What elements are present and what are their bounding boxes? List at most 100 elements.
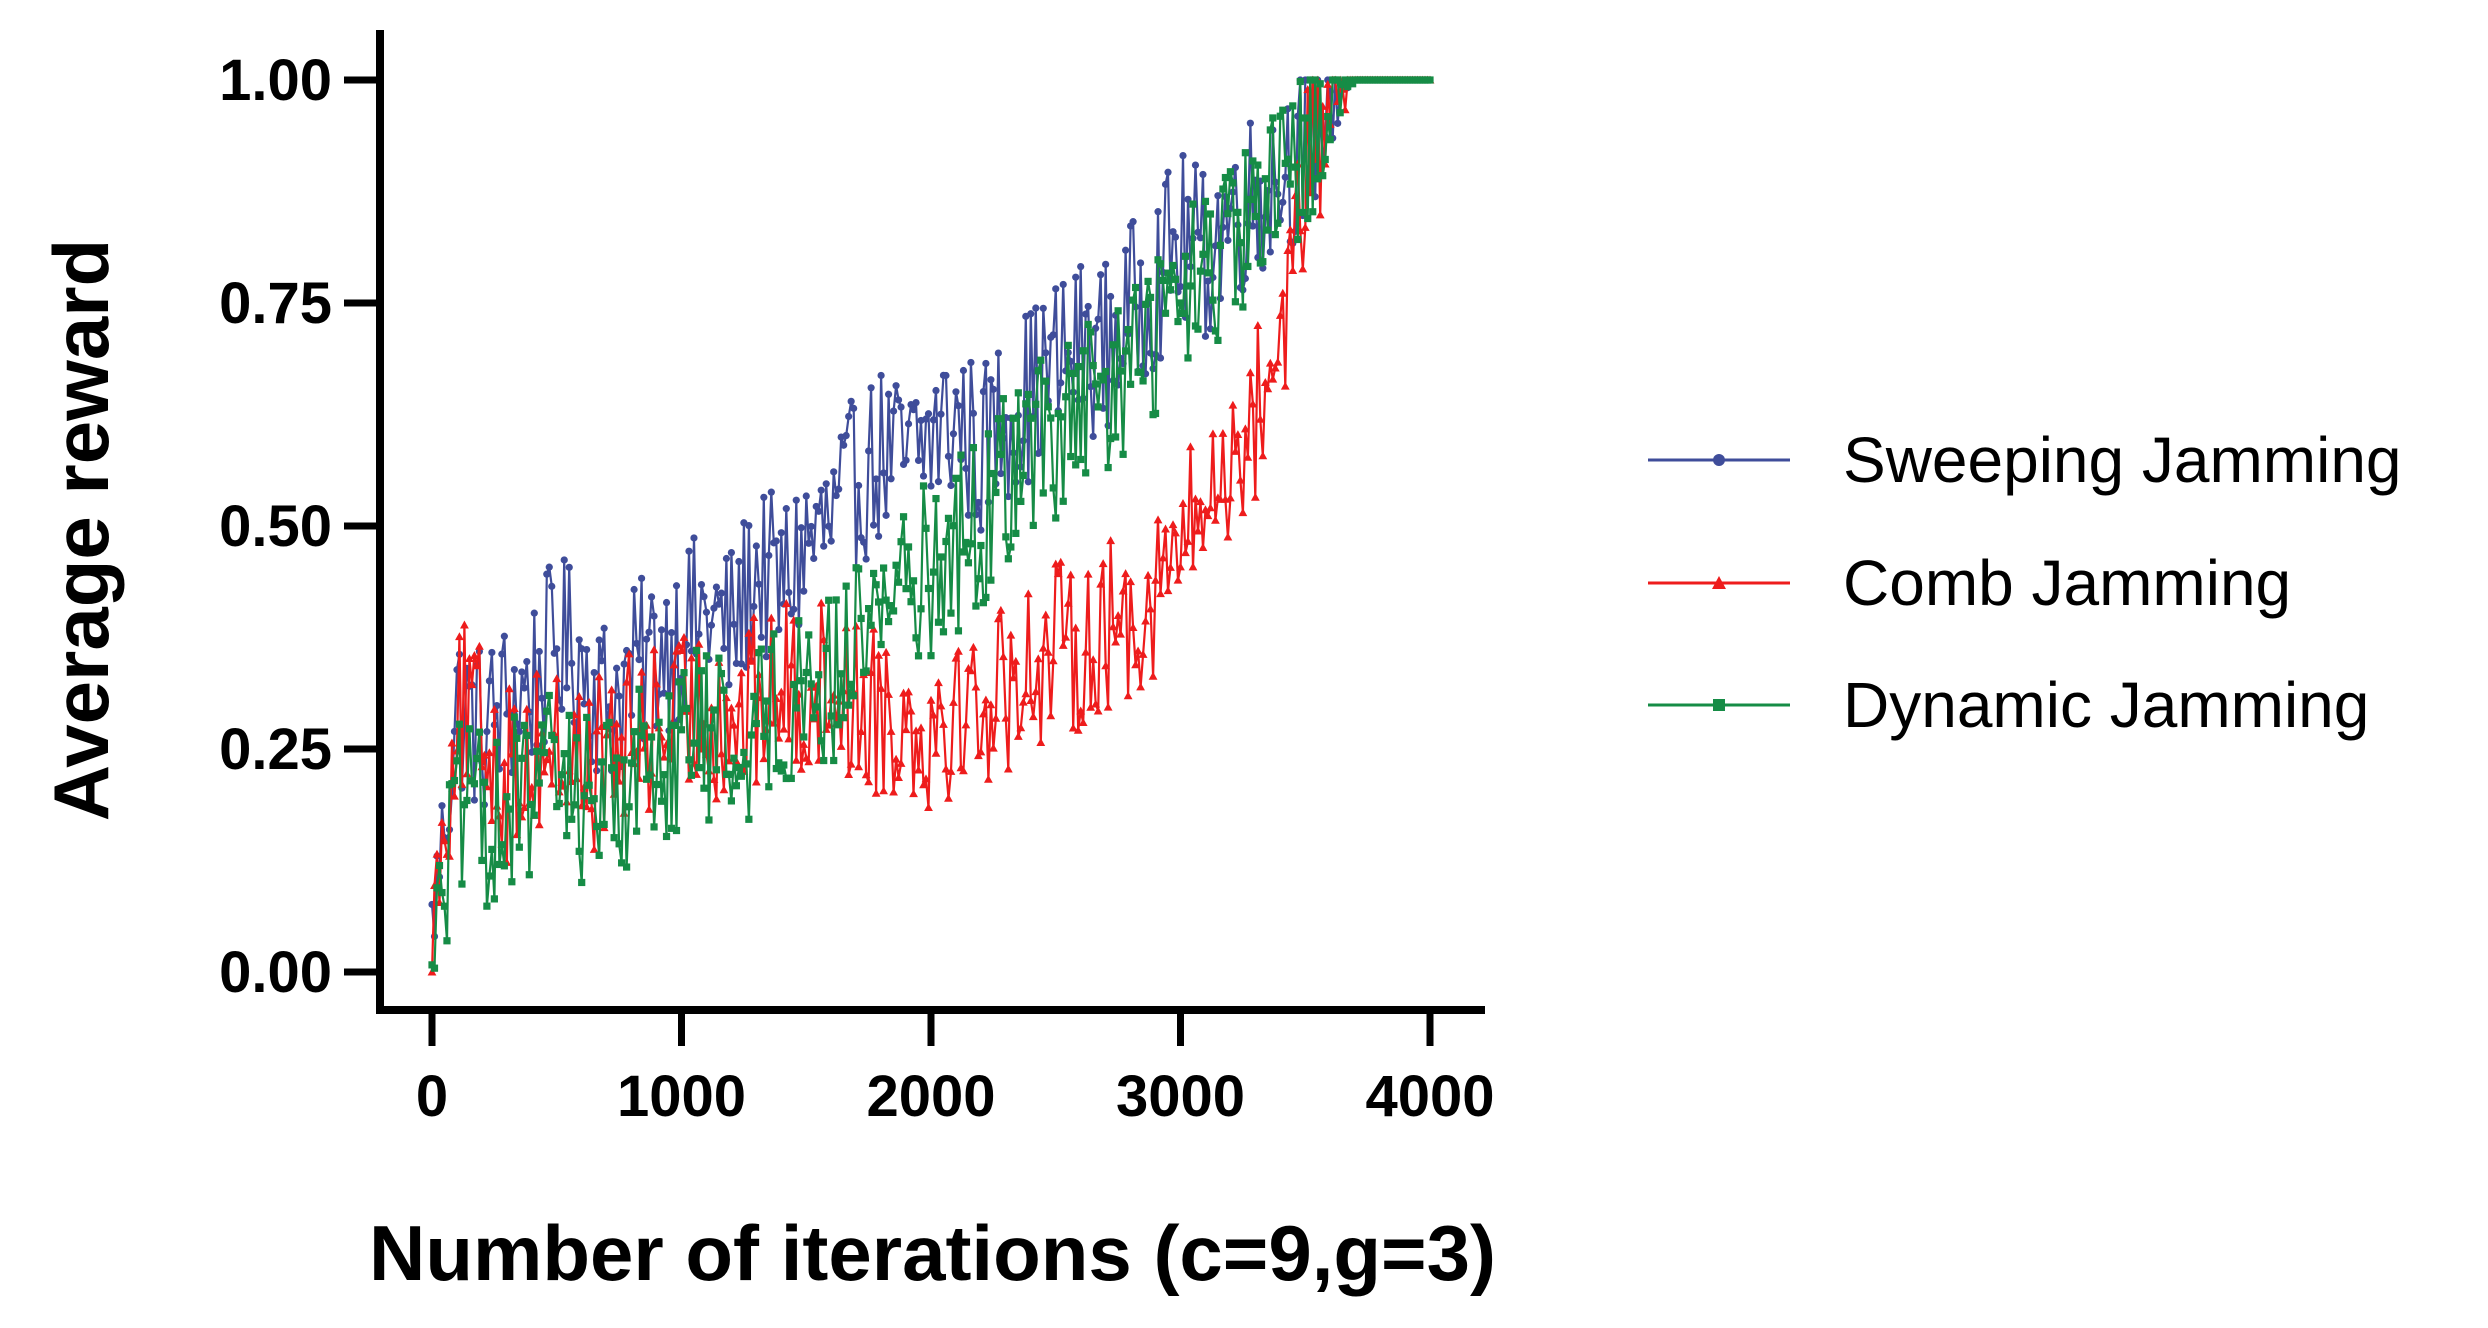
- data-point: [1309, 208, 1317, 216]
- data-point: [1046, 711, 1056, 720]
- data-point: [1133, 646, 1143, 655]
- data-point: [887, 602, 895, 610]
- data-point: [440, 902, 449, 910]
- data-point: [904, 543, 913, 551]
- data-point: [493, 738, 501, 746]
- data-point: [1094, 403, 1102, 411]
- data-point: [1094, 315, 1102, 323]
- data-point: [983, 774, 993, 783]
- data-point: [685, 547, 693, 555]
- data-point: [786, 660, 796, 669]
- data-point: [1334, 119, 1342, 127]
- y-axis-title: Average reward: [37, 239, 125, 821]
- data-point: [830, 756, 838, 765]
- data-point: [533, 741, 541, 749]
- data-point: [1081, 647, 1091, 656]
- data-point: [877, 371, 885, 380]
- data-point: [1001, 713, 1011, 722]
- data-point: [1179, 309, 1187, 318]
- data-point: [1024, 478, 1032, 486]
- y-tick-label: 0.75: [219, 271, 332, 336]
- data-point: [937, 553, 945, 561]
- data-point: [1004, 492, 1012, 501]
- data-point: [595, 636, 603, 644]
- data-point: [1128, 623, 1138, 632]
- data-point: [450, 791, 459, 800]
- data-point: [1206, 210, 1215, 218]
- data-point: [827, 712, 835, 720]
- data-point: [575, 636, 583, 644]
- data-point: [1067, 452, 1075, 461]
- data-point: [934, 618, 943, 626]
- data-point: [998, 652, 1008, 661]
- data-point: [1136, 368, 1145, 376]
- data-point: [1156, 589, 1165, 598]
- x-tick-label: 3000: [1116, 1064, 1245, 1129]
- data-point: [620, 660, 628, 668]
- data-point: [954, 646, 963, 655]
- data-point: [889, 407, 898, 415]
- data-point: [735, 763, 743, 772]
- data-point: [694, 639, 704, 648]
- data-point: [660, 771, 668, 779]
- data-point: [1126, 577, 1135, 586]
- data-point: [1289, 102, 1297, 110]
- data-point: [1169, 261, 1177, 270]
- data-point: [924, 584, 933, 593]
- data-point: [1022, 400, 1030, 408]
- data-point: [770, 630, 778, 638]
- data-point: [846, 759, 856, 768]
- data-point: [715, 600, 723, 608]
- data-point: [737, 772, 745, 780]
- data-point: [909, 406, 918, 414]
- data-point: [715, 654, 723, 662]
- data-point: [568, 815, 576, 823]
- data-point: [467, 680, 477, 689]
- data-point: [1106, 536, 1116, 545]
- data-point: [1099, 376, 1107, 384]
- data-point: [1062, 393, 1070, 401]
- data-point: [1029, 521, 1037, 530]
- data-point: [645, 628, 653, 636]
- data-point: [662, 598, 671, 607]
- data-point: [1206, 503, 1215, 512]
- data-point: [1048, 656, 1058, 665]
- data-point: [889, 787, 898, 796]
- data-point: [1326, 136, 1334, 144]
- data-point: [1034, 367, 1042, 375]
- data-point: [1426, 76, 1434, 84]
- data-point: [1019, 437, 1027, 445]
- data-point: [781, 599, 791, 607]
- data-point: [558, 705, 566, 713]
- data-point: [1129, 218, 1137, 226]
- data-point: [1258, 451, 1268, 460]
- data-point: [545, 691, 553, 700]
- data-point: [854, 762, 864, 771]
- data-point: [1273, 357, 1283, 366]
- data-point: [1246, 195, 1254, 204]
- axes: 0.00 0.25 0.50 0.75 1.00 0 1000 2000 3000 4000: [219, 30, 1495, 1129]
- data-point: [912, 634, 920, 642]
- data-point: [755, 580, 763, 588]
- data-point: [485, 872, 493, 880]
- data-point: [1136, 682, 1145, 691]
- data-point: [865, 605, 873, 613]
- data-point: [600, 624, 608, 632]
- data-point: [485, 677, 493, 685]
- data-point: [632, 639, 641, 648]
- data-point: [528, 800, 536, 809]
- data-point: [1111, 637, 1121, 646]
- data-point: [949, 430, 958, 438]
- data-point: [443, 937, 451, 945]
- data-point: [881, 647, 891, 656]
- data-point: [994, 349, 1002, 357]
- data-point: [460, 620, 469, 629]
- data-point: [717, 589, 726, 597]
- data-point: [607, 685, 617, 694]
- data-point: [1047, 414, 1055, 422]
- data-point: [877, 640, 885, 649]
- data-point: [765, 551, 773, 560]
- data-point: [1072, 461, 1080, 469]
- data-point: [1266, 248, 1274, 256]
- data-point: [505, 805, 513, 813]
